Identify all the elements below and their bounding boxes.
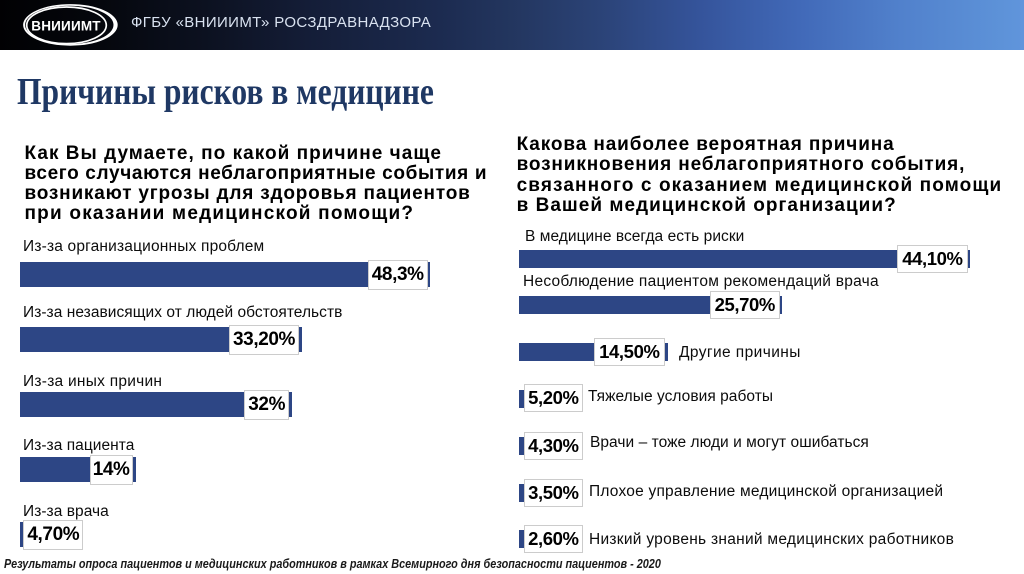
svg-text:ВНИИИМТ: ВНИИИМТ <box>31 18 101 33</box>
